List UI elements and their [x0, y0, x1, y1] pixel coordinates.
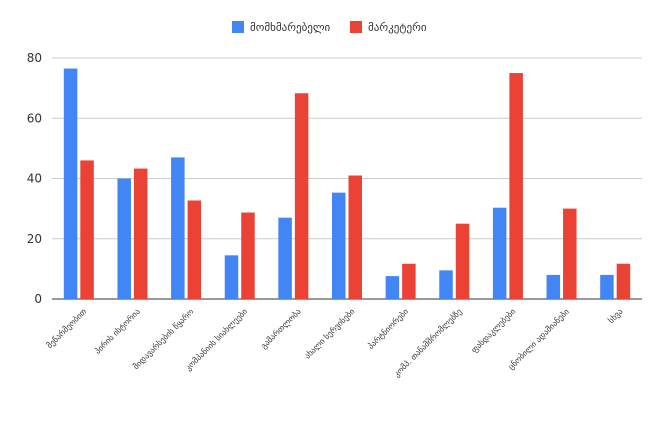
bar-series-1: [332, 192, 346, 299]
bar-series-2: [402, 263, 416, 299]
legend-item: მომხმარებელი: [232, 21, 331, 34]
bar-series-1: [385, 276, 400, 299]
x-tick-label: პირის ისტორია: [92, 306, 141, 355]
bar-series-2: [509, 73, 523, 299]
bar-series-1: [600, 274, 614, 299]
bar-series-1: [278, 217, 292, 299]
bar-series-2: [455, 223, 470, 299]
bar-series-2: [563, 208, 577, 299]
legend-swatch: [350, 21, 362, 33]
bar-series-2: [294, 93, 309, 299]
bar-series-1: [117, 178, 131, 299]
legend-label: მარკეტერი: [368, 21, 427, 34]
y-tick-label: 0: [34, 292, 42, 306]
x-tick-label: კომპანიის სიახლეები: [183, 306, 249, 372]
bar-series-2: [187, 200, 202, 299]
legend: მომხმარებელი მარკეტერი: [232, 21, 427, 34]
x-tick-label: პარტნიორები: [365, 306, 410, 351]
x-tick-label: ფასდაკლებები: [469, 306, 518, 355]
y-tick-label: 80: [27, 51, 42, 65]
bar-series-1: [224, 255, 239, 299]
y-tick-label: 20: [27, 232, 42, 246]
bar-series-1: [63, 68, 78, 299]
x-tick-label: შიდავარსების წყარო: [131, 306, 196, 371]
x-tick-label: მეწარმეობით: [44, 306, 88, 350]
bar-series-2: [80, 160, 94, 299]
x-tick-label: ახალი სერვისები: [302, 306, 356, 360]
y-tick-label: 60: [27, 111, 42, 125]
bar-series-1: [439, 270, 453, 299]
bars: [63, 68, 631, 299]
bar-series-2: [133, 168, 148, 299]
bar-series-1: [171, 157, 185, 299]
bar-series-2: [616, 263, 631, 299]
bar-series-2: [348, 175, 362, 299]
legend-item: მარკეტერი: [350, 21, 427, 34]
y-tick-label: 40: [27, 172, 42, 186]
bar-series-1: [546, 274, 561, 299]
bar-series-1: [492, 207, 507, 299]
x-tick-label: ცნობილი ადამიანები: [506, 306, 571, 371]
x-tick-label: გამართლობა: [258, 306, 302, 350]
gridlines: [52, 57, 642, 300]
legend-swatch: [232, 21, 244, 33]
legend-label: მომხმარებელი: [250, 21, 331, 34]
bar-series-2: [241, 212, 255, 299]
x-tick-label: სხვა: [606, 306, 625, 325]
y-axis: 0 20 40 60 80: [27, 51, 42, 306]
